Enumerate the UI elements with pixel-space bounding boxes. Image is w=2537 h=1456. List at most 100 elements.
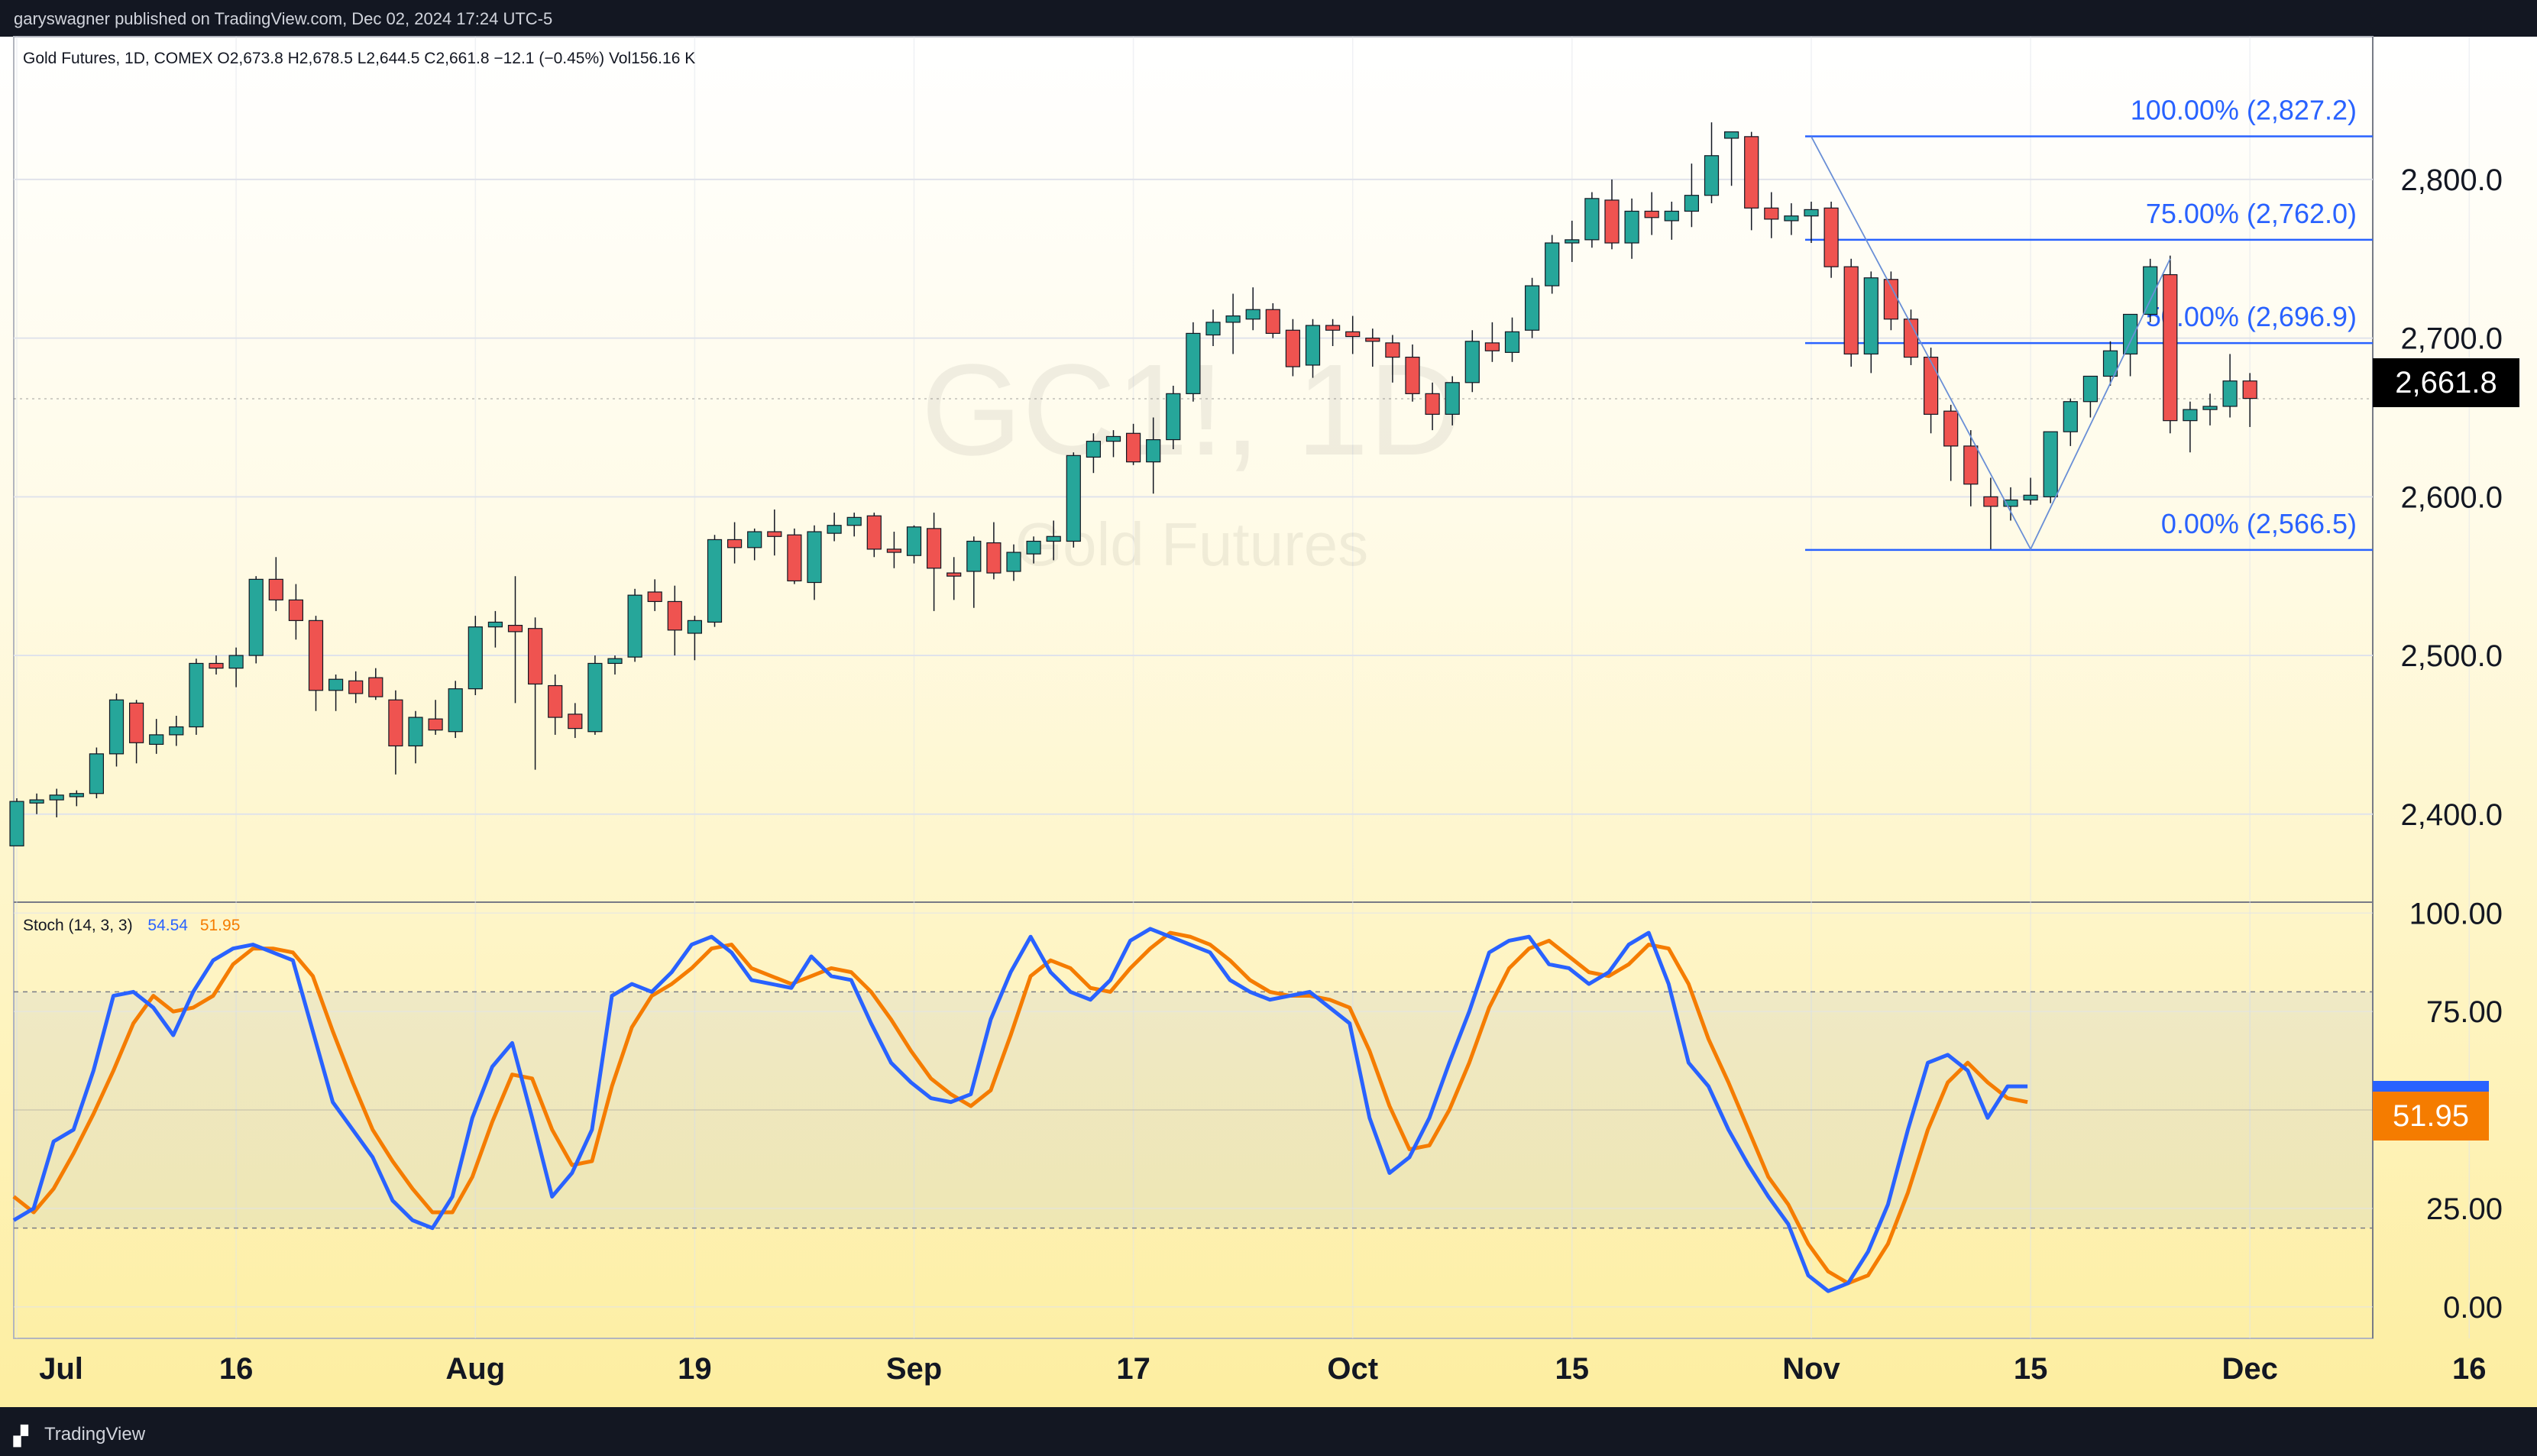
candle-up	[1545, 242, 1560, 286]
stoch-tick-label: 25.00	[2426, 1192, 2503, 1226]
candle-up	[1863, 277, 1878, 355]
candle-down	[1843, 266, 1859, 355]
candle-up	[468, 626, 483, 690]
candle-down	[726, 539, 743, 548]
candle-down	[268, 578, 283, 600]
candle-down	[428, 718, 443, 731]
candle-up	[2063, 401, 2078, 432]
candle-up	[2123, 313, 2138, 355]
candle-up	[49, 794, 64, 801]
candle-down	[288, 599, 303, 621]
candle-up	[1225, 315, 1241, 323]
zigzag-path	[1811, 136, 2171, 551]
candle-down	[1125, 432, 1141, 463]
price-axis[interactable]: 2,400.0 2,500.0 2,600.0 2,700.0 2,800.0 0.00 2…	[2401, 163, 2503, 1325]
candle-up	[408, 717, 423, 747]
candle-up	[9, 801, 24, 846]
candle-down	[1924, 356, 1939, 415]
time-tick-label: Dec	[2222, 1352, 2278, 1386]
candle-down	[866, 515, 882, 550]
candle-down	[1963, 445, 1979, 485]
candle-up	[2043, 431, 2058, 497]
candle-up	[1146, 438, 1161, 463]
candle-down	[129, 702, 144, 743]
candle-up	[1305, 325, 1321, 366]
fib-level-label: 0.00% (2,566.5)	[2161, 508, 2357, 539]
chart-canvas[interactable]: GC1!, 1D Gold Futures 100.00% (2,827.2)7…	[0, 0, 2537, 1407]
candle-down	[1764, 207, 1779, 220]
candle-up	[248, 578, 264, 656]
candle-up	[1105, 435, 1121, 442]
candle-up	[69, 793, 84, 798]
candle-down	[548, 684, 563, 718]
time-tick-label: 17	[1116, 1352, 1150, 1386]
candle-up	[747, 531, 762, 548]
tradingview-logo-icon[interactable]: ▞	[14, 1426, 28, 1447]
candle-up	[2222, 380, 2238, 407]
stoch-legend-d: 51.95	[200, 917, 241, 934]
candle-up	[627, 594, 642, 658]
candle-up	[169, 726, 184, 736]
stoch-legend-k: 54.54	[147, 917, 188, 934]
candle-up	[2082, 375, 2098, 403]
candle-up	[1046, 535, 1061, 542]
candlestick-series	[9, 122, 2257, 846]
stoch-tick-label: 100.00	[2409, 897, 2503, 930]
stoch-k-line	[12, 927, 2028, 1293]
candle-up	[1445, 382, 1460, 415]
price-tick-label: 2,500.0	[2401, 639, 2503, 673]
candle-down	[507, 624, 523, 633]
candle-down	[767, 531, 782, 537]
last-price-tag: 2,661.8	[2373, 358, 2519, 407]
fib-level-label: 75.00% (2,762.0)	[2146, 198, 2357, 229]
price-tick-label: 2,800.0	[2401, 163, 2503, 197]
candle-down	[1385, 342, 1400, 358]
candle-up	[2023, 494, 2038, 501]
candle-up	[228, 655, 244, 669]
candle-up	[1205, 322, 1221, 336]
candle-up	[189, 662, 204, 728]
candle-up	[1804, 209, 1819, 217]
candle-up	[587, 662, 603, 733]
candle-down	[1365, 338, 1380, 342]
candle-down	[1265, 309, 1280, 335]
candle-up	[1565, 239, 1580, 244]
candle-up	[29, 799, 44, 804]
candle-down	[209, 662, 224, 669]
stoch-legend: Stoch (14, 3, 3) 54.54 51.95	[23, 917, 240, 934]
candle-up	[149, 734, 164, 745]
candle-down	[1823, 207, 1839, 267]
candle-down	[388, 699, 403, 747]
candle-down	[1983, 496, 1998, 507]
candle-up	[1784, 215, 1799, 222]
time-tick-label: 15	[1555, 1352, 1590, 1386]
main-legend: Gold Futures, 1D, COMEX O2,673.8 H2,678.…	[23, 50, 695, 67]
candle-up	[1684, 195, 1699, 212]
candle-down	[2163, 273, 2178, 422]
candle-up	[1186, 332, 1201, 394]
footer-brand[interactable]: TradingView	[44, 1424, 146, 1445]
candle-up	[687, 620, 703, 634]
candle-down	[348, 680, 364, 694]
candle-down	[368, 677, 383, 697]
time-tick-label: 15	[2014, 1352, 2048, 1386]
candle-up	[2202, 406, 2218, 410]
fib-retracement[interactable]: 100.00% (2,827.2) 75.00% (2,762.0) 50.00% …	[1805, 94, 2373, 552]
candle-down	[1425, 393, 1440, 415]
candle-down	[1644, 210, 1659, 218]
candle-up	[966, 540, 982, 572]
price-tick-label: 2,600.0	[2401, 480, 2503, 514]
candle-down	[1604, 199, 1620, 244]
candle-down	[667, 600, 682, 631]
candle-down	[308, 620, 324, 691]
candle-down	[647, 591, 662, 603]
candle-up	[607, 658, 623, 665]
fib-level-label: 100.00% (2,827.2)	[2131, 94, 2357, 125]
candle-down	[1405, 356, 1420, 394]
candle-up	[846, 516, 862, 526]
time-tick-label: 19	[678, 1352, 712, 1386]
time-axis[interactable]: Jul 16 Aug 19 Sep 17 Oct 15 Nov 15 Dec 16	[39, 1352, 2486, 1386]
candle-up	[1086, 441, 1102, 458]
time-tick-label: Nov	[1782, 1352, 1840, 1386]
time-tick-label: 16	[2452, 1352, 2487, 1386]
